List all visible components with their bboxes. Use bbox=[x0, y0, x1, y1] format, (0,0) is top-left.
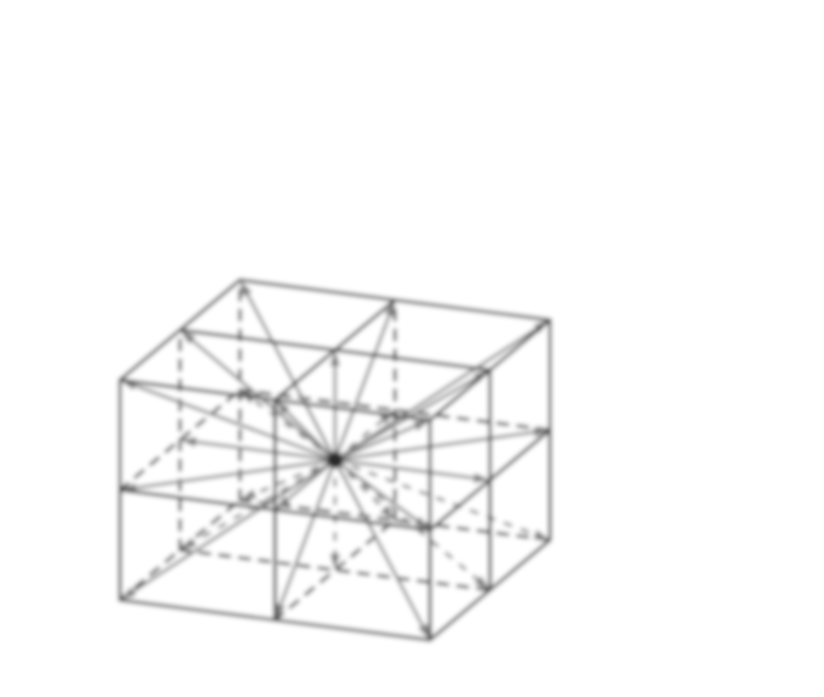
lattice-cube-diagram bbox=[0, 0, 824, 697]
center-node bbox=[327, 452, 343, 468]
